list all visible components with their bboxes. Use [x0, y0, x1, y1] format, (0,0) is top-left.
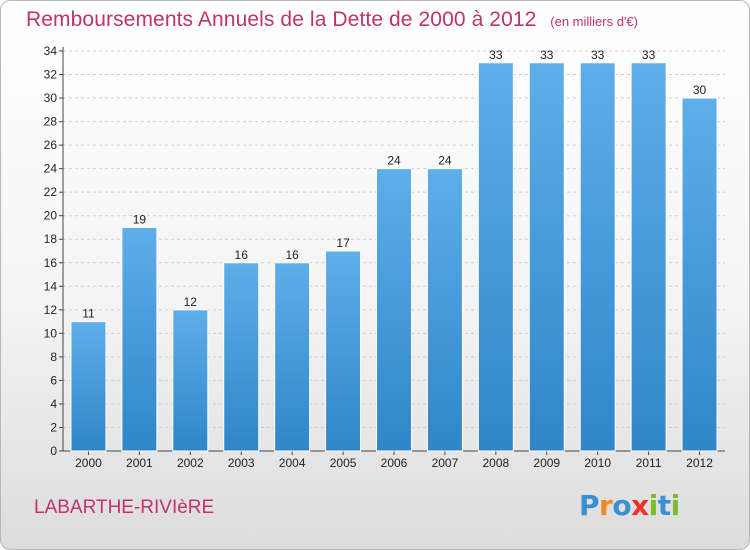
bars — [70, 62, 718, 452]
x-tick-label: 2005 — [330, 456, 357, 470]
bar — [274, 262, 311, 452]
bar — [70, 321, 107, 452]
bar-value-label: 33 — [540, 48, 554, 62]
x-tick-label: 2011 — [636, 456, 662, 470]
bar-value-label: 24 — [387, 154, 401, 168]
bar — [426, 168, 463, 452]
y-tick-label: 12 — [44, 303, 58, 317]
y-tick-label: 28 — [44, 115, 58, 129]
x-tick-label: 2004 — [279, 456, 306, 470]
bar — [376, 168, 412, 452]
bar — [121, 226, 158, 452]
y-tick-label: 26 — [44, 138, 58, 152]
bar-value-label: 11 — [82, 307, 95, 321]
y-tick-label: 30 — [44, 91, 58, 105]
commune-name: LABARTHE-RIVIèRE — [34, 497, 215, 518]
logo-letter: x — [631, 489, 649, 522]
bar-value-label: 30 — [693, 83, 707, 97]
y-tick-label: 14 — [44, 279, 58, 293]
bar — [579, 62, 616, 452]
x-tick-label: 2009 — [533, 456, 560, 470]
x-tick-label: 2008 — [482, 456, 509, 470]
bar-value-label: 17 — [336, 236, 350, 250]
y-tick-label: 0 — [50, 444, 57, 458]
chart-title-main: Remboursements Annuels de la Dette de 20… — [26, 8, 537, 31]
bar — [325, 250, 362, 452]
bar — [630, 62, 667, 452]
y-tick-label: 16 — [44, 256, 58, 270]
bar-value-label: 12 — [184, 295, 198, 309]
x-tick-label: 2003 — [228, 456, 255, 470]
bar — [477, 62, 514, 452]
y-tick-label: 6 — [50, 373, 57, 387]
logo-letter: o — [612, 489, 632, 522]
x-tick-label: 2006 — [381, 456, 408, 470]
logo-letter: r — [599, 489, 613, 522]
y-tick-label: 18 — [44, 232, 58, 246]
y-tick-label: 10 — [44, 326, 58, 340]
x-tick-label: 2001 — [126, 456, 153, 470]
chart-title: Remboursements Annuels de la Dette de 20… — [26, 8, 638, 32]
bar-value-label: 24 — [438, 154, 452, 168]
y-tick-label: 2 — [50, 420, 57, 434]
logo-letter: P — [579, 489, 600, 522]
bar-value-label: 33 — [591, 48, 605, 62]
proxiti-logo: Proxiti — [579, 489, 680, 522]
logo-letter: i — [670, 489, 681, 522]
bar-value-label: 16 — [235, 248, 249, 262]
bar-value-label: 16 — [285, 248, 299, 262]
y-tick-label: 8 — [50, 350, 57, 364]
bar — [528, 62, 565, 452]
bar-value-label: 33 — [489, 48, 503, 62]
x-tick-label: 2010 — [584, 456, 611, 470]
labels: 11 2000 19 2001 12 2002 16 2003 16 2004 17 2005 24 20… — [75, 48, 713, 470]
x-tick-label: 2000 — [75, 456, 102, 470]
logo-letter: i — [648, 489, 659, 522]
x-tick-label: 2002 — [177, 456, 204, 470]
x-tick-label: 2007 — [432, 456, 459, 470]
bar-value-label: 19 — [133, 212, 147, 226]
y-tick-label: 24 — [44, 162, 58, 176]
x-tick-label: 2012 — [686, 456, 713, 470]
bar — [681, 97, 718, 452]
logo-letter: t — [657, 489, 671, 522]
y-tick-label: 32 — [44, 68, 58, 82]
y-tick-label: 20 — [44, 209, 58, 223]
chart-title-unit: (en milliers d'€) — [550, 14, 638, 29]
bar — [172, 309, 209, 452]
bar-value-label: 33 — [642, 48, 656, 62]
y-tick-label: 34 — [44, 44, 58, 58]
bar — [223, 262, 260, 452]
y-tick-label: 4 — [50, 397, 57, 411]
y-tick-label: 22 — [44, 185, 58, 199]
